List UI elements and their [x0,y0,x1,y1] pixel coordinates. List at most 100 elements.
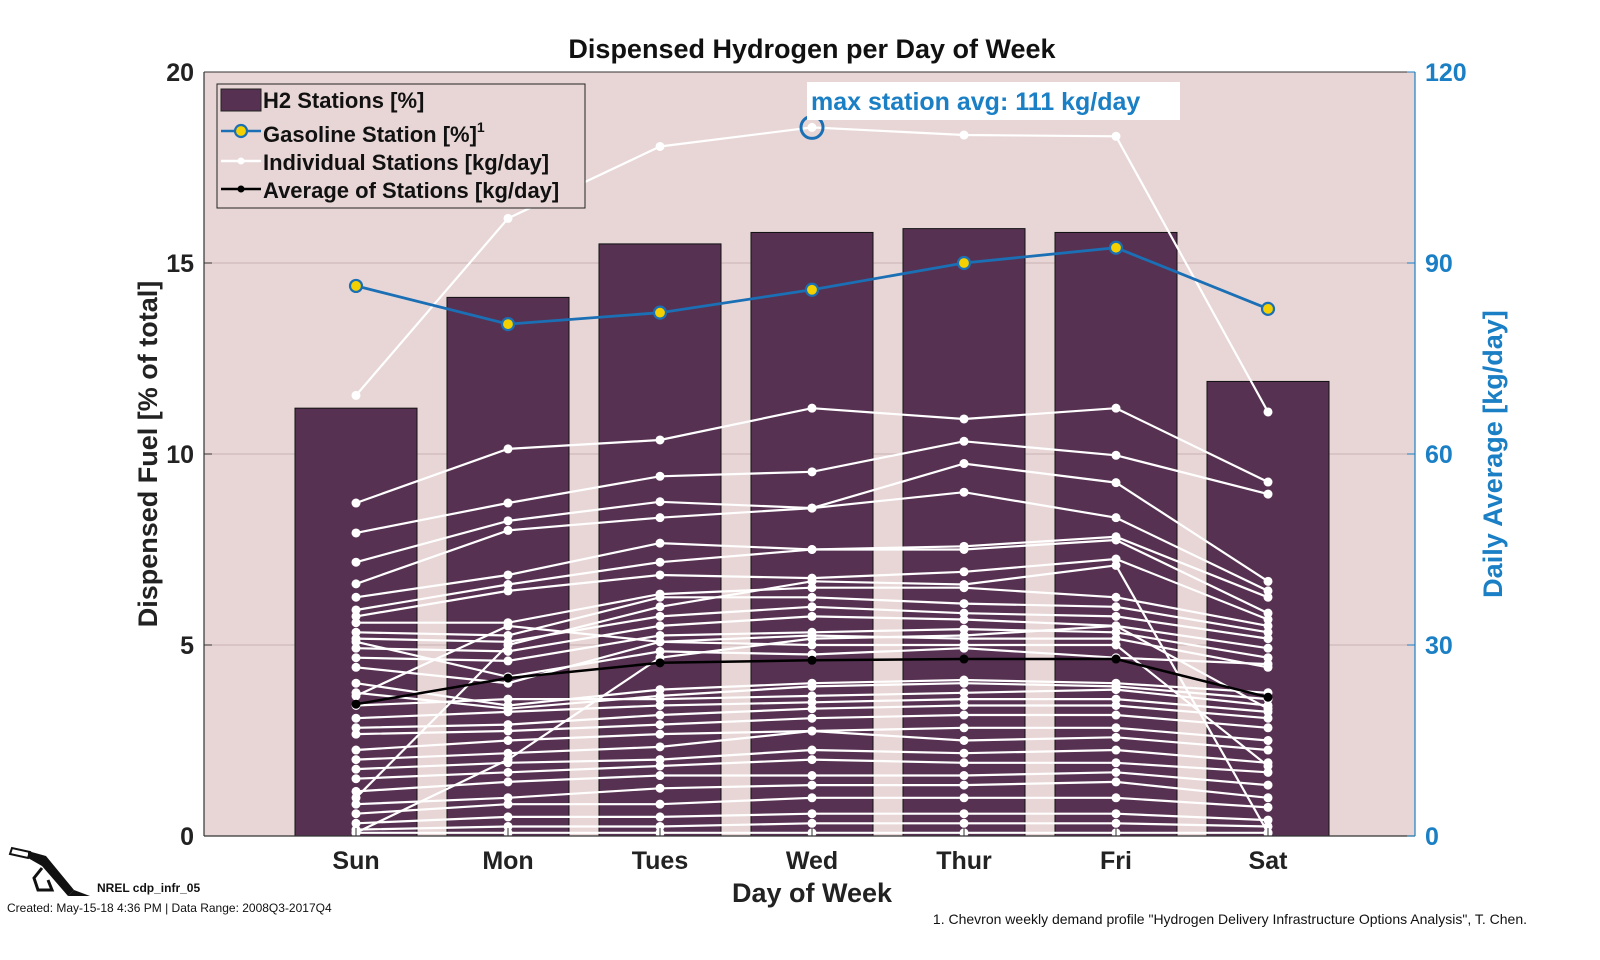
legend-item-average: Average of Stations [kg/day] [221,178,559,203]
station-point [1263,627,1273,637]
right-tick-label: 90 [1425,250,1453,278]
station-point [503,720,513,730]
legend-item-gasoline: Gasoline Station [%]1 [221,119,485,147]
station-point [655,812,665,822]
station-point [1263,576,1273,586]
right-tick-label: 120 [1425,59,1467,87]
station-point [1263,615,1273,625]
station-point [807,583,817,593]
x-tick-label: Mon [482,847,533,875]
station-point [1111,694,1121,704]
station-point [351,786,361,796]
station-point [351,691,361,701]
x-tick-label: Sun [332,847,379,875]
station-point [503,707,513,717]
station-point [807,592,817,602]
gasoline-line [348,240,1276,332]
gasoline-point [1108,240,1124,255]
bar-wed [750,231,874,837]
station-point [1263,489,1273,499]
station-point [655,141,665,151]
station-point [1111,513,1121,523]
station-point [351,390,361,400]
station-point [655,538,665,548]
legend-label-gasoline-text: Gasoline Station [%] [263,122,477,147]
station-point [655,685,665,695]
station-point [1263,608,1273,618]
station-point [959,567,969,577]
average-point [503,673,513,683]
station-point [1111,554,1121,564]
legend-label-average: Average of Stations [kg/day] [263,178,559,203]
fuel-nozzle-icon [8,846,90,896]
station-point [1263,761,1273,771]
station-point [1263,621,1273,631]
legend-item-individual: Individual Stations [kg/day] [221,150,549,175]
station-point [503,799,513,809]
station-point [807,467,817,477]
station-point [959,615,969,625]
station-point [1111,767,1121,777]
station-point [503,630,513,640]
station-point [1111,640,1121,650]
station-point [1111,450,1121,460]
station-point [351,579,361,589]
station-point [503,586,513,596]
created-info: Created: May-15-18 4:36 PM | Data Range:… [7,901,332,915]
legend-superscript: 1 [477,119,485,135]
station-point [1111,634,1121,644]
y-axis-label-right: Daily Average [kg/day] [1478,310,1508,598]
station-point [959,723,969,733]
legend-label-h2: H2 Stations [%] [263,88,424,113]
station-point [503,812,513,822]
station-point [1111,700,1121,710]
station-point [503,621,513,631]
station-point [655,592,665,602]
station-point [807,403,817,413]
station-point [351,818,361,828]
station-point [655,720,665,730]
station-point [351,528,361,538]
station-point [807,755,817,765]
average-point [655,658,665,668]
station-point [1263,477,1273,487]
annotation-box [807,82,1180,120]
annotation-text: max station avg: 111 kg/day [811,88,1140,116]
station-point [503,726,513,736]
gasoline-point [1260,301,1276,316]
station-point [655,783,665,793]
station-point [503,570,513,580]
legend-swatch-gasoline-marker [233,123,249,139]
station-point [655,771,665,781]
station-point [655,513,665,523]
station-point [959,710,969,720]
station-point [959,640,969,650]
left-tick-label: 20 [166,59,194,87]
station-point [1111,621,1121,631]
station-point [807,640,817,650]
station-point [959,630,969,640]
station-point [1111,131,1121,141]
station-point [351,627,361,637]
gasoline-point [804,282,820,297]
station-point [655,621,665,631]
station-point [1111,777,1121,787]
station-point [1263,736,1273,745]
legend: H2 Stations [%] Gasoline Station [%]1 In… [216,83,586,209]
station-point [655,799,665,809]
station-point [807,611,817,621]
left-tick-label: 0 [180,823,194,851]
station-point [655,742,665,752]
station-point [655,700,665,710]
station-point [351,498,361,508]
station-point [1263,713,1273,723]
station-point [655,435,665,445]
legend-label-individual: Individual Stations [kg/day] [263,150,549,175]
legend-box [216,83,586,209]
station-point [655,602,665,612]
station-point [351,653,361,663]
station-point [503,748,513,758]
station-point [1111,793,1121,803]
station-point [959,793,969,803]
station-point [351,592,361,602]
